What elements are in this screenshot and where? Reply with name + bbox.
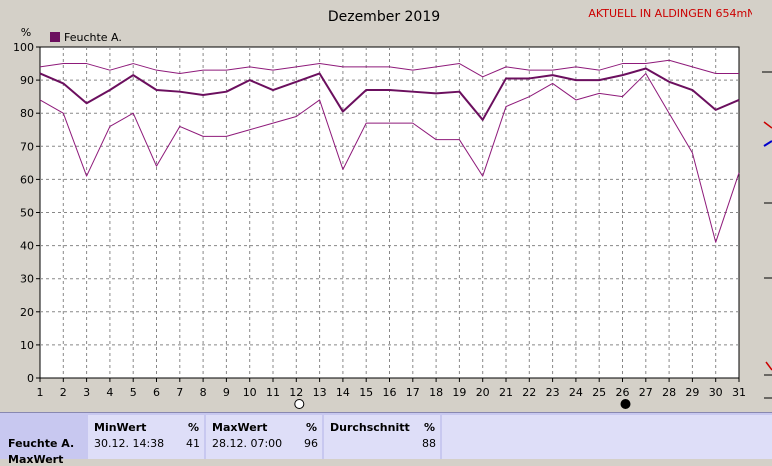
y-tick-label: 30	[20, 273, 34, 286]
x-tick-label: 4	[106, 386, 113, 399]
x-tick-label: 16	[383, 386, 397, 399]
stats-max-value: 96	[304, 437, 318, 450]
legend-label: Feuchte A.	[64, 31, 122, 44]
y-tick-label: 100	[13, 41, 34, 54]
stats-min-header: MinWert	[94, 421, 147, 434]
x-tick-label: 3	[83, 386, 90, 399]
x-tick-label: 24	[569, 386, 583, 399]
stats-min-date: 30.12. 14:38	[94, 437, 165, 450]
x-tick-label: 12	[289, 386, 303, 399]
y-tick-label: 90	[20, 74, 34, 87]
y-tick-label: 20	[20, 306, 34, 319]
x-tick-label: 5	[130, 386, 137, 399]
stats-min-unit: %	[188, 421, 200, 434]
scroll-margin	[752, 0, 772, 410]
stats-table: Feuchte A. MaxWert MinWert % 30.12. 14:3…	[0, 412, 772, 466]
x-tick-label: 25	[592, 386, 606, 399]
x-tick-label: 18	[429, 386, 443, 399]
legend: Feuchte A.	[50, 31, 122, 44]
x-tick-label: 27	[639, 386, 653, 399]
stats-avg-unit: %	[424, 421, 436, 434]
stats-min-cell: MinWert % 30.12. 14:38 41	[88, 415, 204, 459]
x-tick-label: 20	[476, 386, 490, 399]
x-tick-label: 22	[522, 386, 536, 399]
stats-min-value: 41	[186, 437, 200, 450]
x-axis-ticks: 1 2 3 4 5 6 7 8 9 10 11 12 13 14 15 16 17 18 19 20 21 22 23 24 2…	[37, 378, 746, 399]
x-tick-label: 28	[662, 386, 676, 399]
stats-empty-cell	[442, 415, 772, 459]
partial-next-chart-icon	[762, 71, 772, 399]
x-tick-label: 23	[546, 386, 560, 399]
stats-max-date: 28.12. 07:00	[212, 437, 283, 450]
moon-phase-markers	[294, 399, 631, 409]
x-tick-label: 30	[709, 386, 723, 399]
x-tick-label: 8	[200, 386, 207, 399]
y-tick-label: 80	[20, 107, 34, 120]
x-tick-label: 14	[336, 386, 350, 399]
x-tick-label: 13	[313, 386, 327, 399]
station-label: AKTUELL IN ALDINGEN 654mNN	[588, 7, 763, 20]
x-tick-label: 2	[60, 386, 67, 399]
new-moon-icon	[620, 399, 631, 409]
grid-lines	[40, 47, 739, 378]
y-unit-label: %	[21, 26, 31, 39]
humidity-chart: Dezember 2019 AKTUELL IN ALDINGEN 654mNN…	[13, 7, 764, 409]
x-tick-label: 6	[153, 386, 160, 399]
stats-max-header: MaxWert	[212, 421, 268, 434]
x-tick-label: 11	[266, 386, 280, 399]
chart-title: Dezember 2019	[328, 9, 440, 25]
series-line-min	[39, 72, 740, 243]
x-tick-label: 10	[243, 386, 257, 399]
stats-row-label: Feuchte A.	[8, 437, 75, 450]
stats-max-unit: %	[306, 421, 318, 434]
y-tick-label: 10	[20, 339, 34, 352]
x-tick-label: 1	[37, 386, 44, 399]
stats-row-label-2: MaxWert	[8, 453, 64, 466]
x-tick-label: 29	[685, 386, 699, 399]
x-tick-label: 17	[406, 386, 420, 399]
x-tick-label: 26	[616, 386, 630, 399]
stats-avg-cell: Durchschnitt % 88	[324, 415, 440, 459]
legend-swatch	[50, 32, 60, 42]
x-tick-label: 19	[452, 386, 466, 399]
series-layer	[39, 59, 740, 243]
x-tick-label: 9	[223, 386, 230, 399]
y-tick-label: 40	[20, 240, 34, 253]
x-tick-label: 15	[359, 386, 373, 399]
full-moon-icon	[294, 399, 305, 409]
series-line-max	[39, 59, 739, 78]
stats-avg-header: Durchschnitt	[330, 421, 410, 434]
y-tick-label: 60	[20, 173, 34, 186]
stats-max-cell: MaxWert % 28.12. 07:00 96	[206, 415, 322, 459]
y-tick-label: 70	[20, 140, 34, 153]
x-tick-label: 21	[499, 386, 513, 399]
stats-label-column: Feuchte A. MaxWert	[0, 415, 86, 466]
y-tick-label: 0	[27, 372, 34, 385]
y-axis-ticks: 0 10 20 30 40 50 60 70 80 90 100	[13, 41, 40, 385]
series-line-mean	[39, 67, 740, 121]
stats-avg-value: 88	[422, 437, 436, 450]
y-tick-label: 50	[20, 207, 34, 220]
x-tick-label: 7	[176, 386, 183, 399]
x-tick-label: 31	[732, 386, 746, 399]
